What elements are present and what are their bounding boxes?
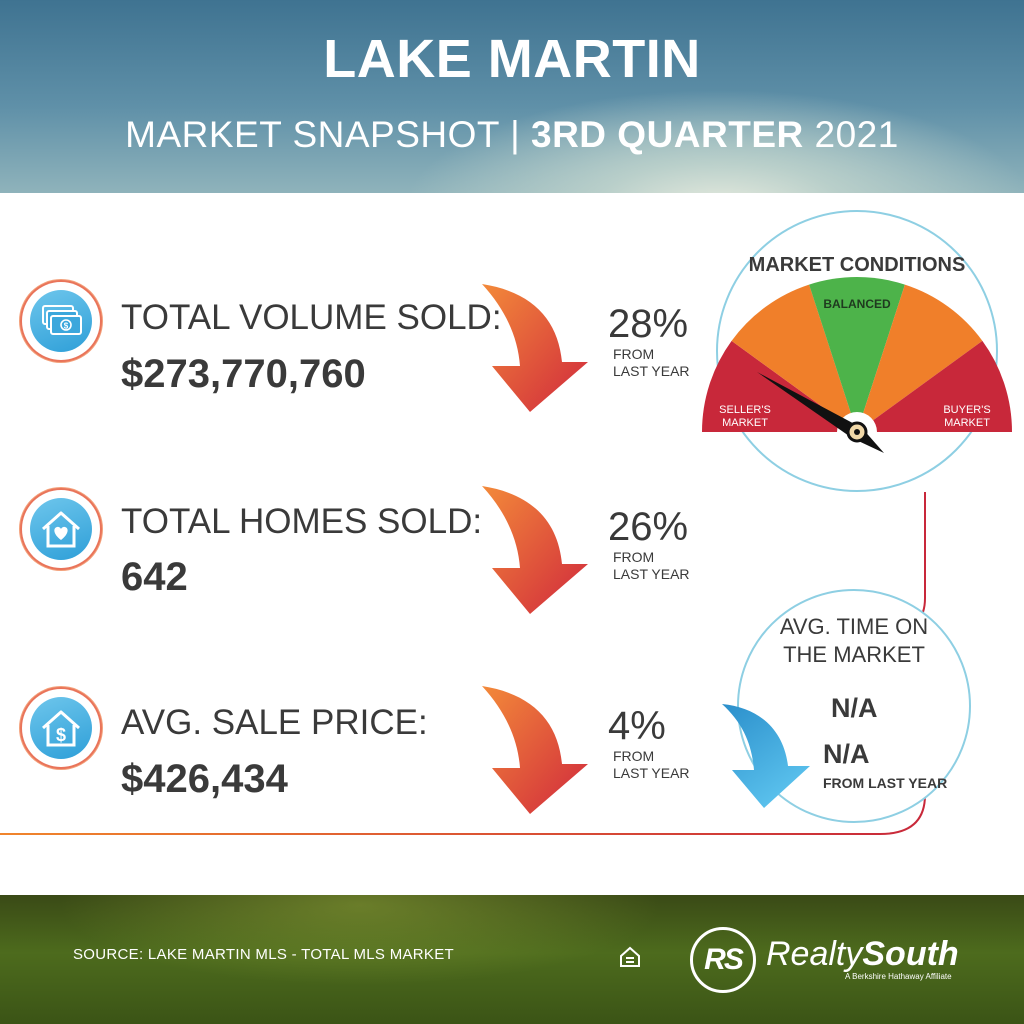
gauge-buyers-label-2: MARKET [944, 417, 990, 429]
header-banner: LAKE MARTIN MARKET SNAPSHOT | 3RD QUARTE… [0, 0, 1024, 193]
homes-change-note-2: LAST YEAR [613, 566, 690, 582]
price-change-note-1: FROM [613, 748, 655, 764]
brand-tagline: A Berkshire Hathaway Affiliate [845, 972, 952, 981]
gauge-sector-right [857, 284, 983, 432]
house-heart-icon [22, 490, 100, 568]
subtitle-year: 2021 [803, 114, 899, 155]
realtysouth-logo-icon[interactable]: RS [690, 927, 756, 993]
time-on-market-change: N/A [823, 739, 870, 769]
time-on-market-title-2: THE MARKET [783, 642, 925, 667]
equal-housing-icon [620, 946, 640, 967]
blue-down-arrow-icon [722, 704, 810, 808]
total-homes-label: TOTAL HOMES SOLD: [121, 502, 483, 541]
gauge-sector-left [731, 284, 857, 432]
down-arrow-icon [482, 686, 588, 814]
svg-text:$: $ [64, 322, 69, 331]
brand-name: RealtySouth [766, 935, 959, 974]
house-dollar-icon: $ [22, 689, 100, 767]
svg-text:$: $ [56, 725, 66, 745]
avg-sale-price-value: $426,434 [121, 757, 288, 801]
gauge-title: MARKET CONDITIONS [749, 254, 966, 276]
total-volume-label: TOTAL VOLUME SOLD: [121, 298, 502, 337]
source-note: SOURCE: LAKE MARTIN MLS - TOTAL MLS MARK… [73, 946, 455, 963]
gauge-sellers-label-1: SELLER'S [719, 404, 771, 416]
subtitle-quarter: 3RD QUARTER [531, 114, 804, 155]
logo-monogram: RS [704, 943, 744, 976]
volume-change-note-2: LAST YEAR [613, 363, 690, 379]
volume-change-note-1: FROM [613, 346, 655, 362]
gauge-sector-balanced [809, 277, 905, 432]
time-on-market-value: N/A [831, 693, 878, 723]
money-stack-icon: $ [22, 282, 100, 360]
homes-change-note-1: FROM [613, 549, 655, 565]
brand-name-light: Realty [766, 935, 863, 973]
volume-change-percent: 28% [608, 302, 689, 346]
page-subtitle: MARKET SNAPSHOT | 3RD QUARTER 2021 [0, 114, 1024, 156]
time-on-market-change-note: FROM LAST YEAR [823, 775, 948, 791]
page-title: LAKE MARTIN [323, 29, 701, 89]
down-arrow-icon [482, 284, 588, 412]
gauge-sellers-label-2: MARKET [722, 417, 768, 429]
divider-line-3 [0, 794, 926, 835]
time-on-market-title-1: AVG. TIME ON [779, 614, 929, 639]
subtitle-light: MARKET SNAPSHOT | [125, 114, 531, 155]
avg-sale-price-label: AVG. SALE PRICE: [121, 703, 428, 742]
gauge-sector-buyers [857, 340, 1012, 432]
gauge-balanced-label: BALANCED [823, 297, 891, 311]
market-conditions-gauge: MARKET CONDITIONS BALANCED SELLER'S MARK… [702, 210, 1012, 492]
price-change-note-2: LAST YEAR [613, 765, 690, 781]
brand-name-bold: South [862, 935, 959, 973]
down-arrow-icon [482, 486, 588, 614]
gauge-buyers-label-1: BUYER'S [943, 404, 990, 416]
price-change-percent: 4% [608, 704, 666, 748]
footer-grass-banner [0, 895, 1024, 1024]
total-homes-value: 642 [121, 555, 188, 599]
total-volume-value: $273,770,760 [121, 352, 366, 396]
homes-change-percent: 26% [608, 505, 689, 549]
